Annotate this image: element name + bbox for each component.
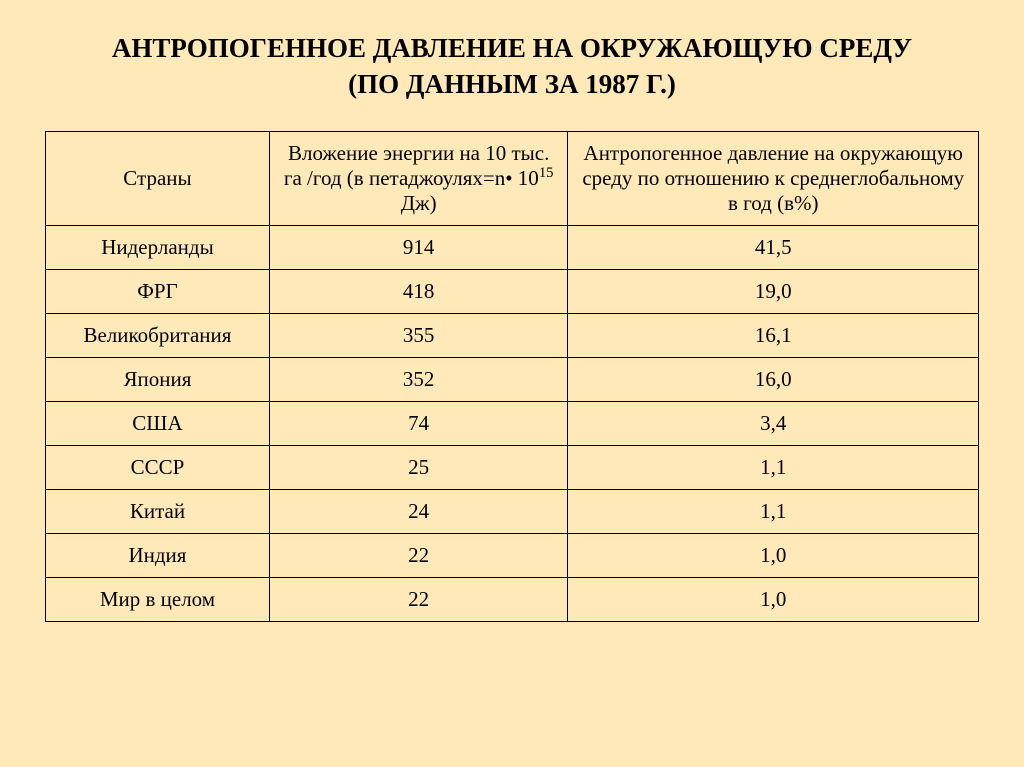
cell-country: Индия: [46, 533, 270, 577]
table-row: Нидерланды 914 41,5: [46, 225, 979, 269]
table-row: Индия 22 1,0: [46, 533, 979, 577]
table-row: Великобритания 355 16,1: [46, 313, 979, 357]
title-line-2: (ПО ДАННЫМ ЗА 1987 Г.): [348, 69, 676, 99]
cell-energy: 352: [269, 357, 568, 401]
cell-country: ФРГ: [46, 269, 270, 313]
cell-country: СССР: [46, 445, 270, 489]
table-row: США 74 3,4: [46, 401, 979, 445]
col-header-country: Страны: [46, 131, 270, 225]
cell-pressure: 16,0: [568, 357, 979, 401]
cell-country: Нидерланды: [46, 225, 270, 269]
cell-country: Китай: [46, 489, 270, 533]
cell-energy: 74: [269, 401, 568, 445]
cell-energy: 22: [269, 577, 568, 621]
cell-pressure: 1,1: [568, 445, 979, 489]
cell-pressure: 41,5: [568, 225, 979, 269]
data-table: Страны Вложение энергии на 10 тыс. га /г…: [45, 131, 979, 622]
cell-pressure: 1,1: [568, 489, 979, 533]
cell-pressure: 3,4: [568, 401, 979, 445]
table-body: Нидерланды 914 41,5 ФРГ 418 19,0 Великоб…: [46, 225, 979, 621]
cell-pressure: 19,0: [568, 269, 979, 313]
table-row: Япония 352 16,0: [46, 357, 979, 401]
table-row: ФРГ 418 19,0: [46, 269, 979, 313]
table-row: СССР 25 1,1: [46, 445, 979, 489]
page-title: АНТРОПОГЕННОЕ ДАВЛЕНИЕ НА ОКРУЖАЮЩУЮ СРЕ…: [45, 30, 979, 103]
cell-energy: 25: [269, 445, 568, 489]
cell-pressure: 1,0: [568, 577, 979, 621]
col-header-energy-sup: 15: [539, 165, 554, 181]
cell-energy: 24: [269, 489, 568, 533]
cell-energy: 22: [269, 533, 568, 577]
cell-country: Великобритания: [46, 313, 270, 357]
cell-country: США: [46, 401, 270, 445]
cell-energy: 914: [269, 225, 568, 269]
col-header-energy-pre: Вложение энергии на 10 тыс. га /год (в п…: [284, 141, 550, 190]
cell-pressure: 16,1: [568, 313, 979, 357]
title-line-1: АНТРОПОГЕННОЕ ДАВЛЕНИЕ НА ОКРУЖАЮЩУЮ СРЕ…: [112, 33, 912, 63]
col-header-energy: Вложение энергии на 10 тыс. га /год (в п…: [269, 131, 568, 225]
table-header-row: Страны Вложение энергии на 10 тыс. га /г…: [46, 131, 979, 225]
cell-country: Япония: [46, 357, 270, 401]
cell-country: Мир в целом: [46, 577, 270, 621]
cell-energy: 355: [269, 313, 568, 357]
table-row: Мир в целом 22 1,0: [46, 577, 979, 621]
cell-energy: 418: [269, 269, 568, 313]
col-header-pressure: Антропогенное давление на окружающую сре…: [568, 131, 979, 225]
cell-pressure: 1,0: [568, 533, 979, 577]
table-row: Китай 24 1,1: [46, 489, 979, 533]
col-header-energy-post: Дж): [401, 191, 437, 215]
